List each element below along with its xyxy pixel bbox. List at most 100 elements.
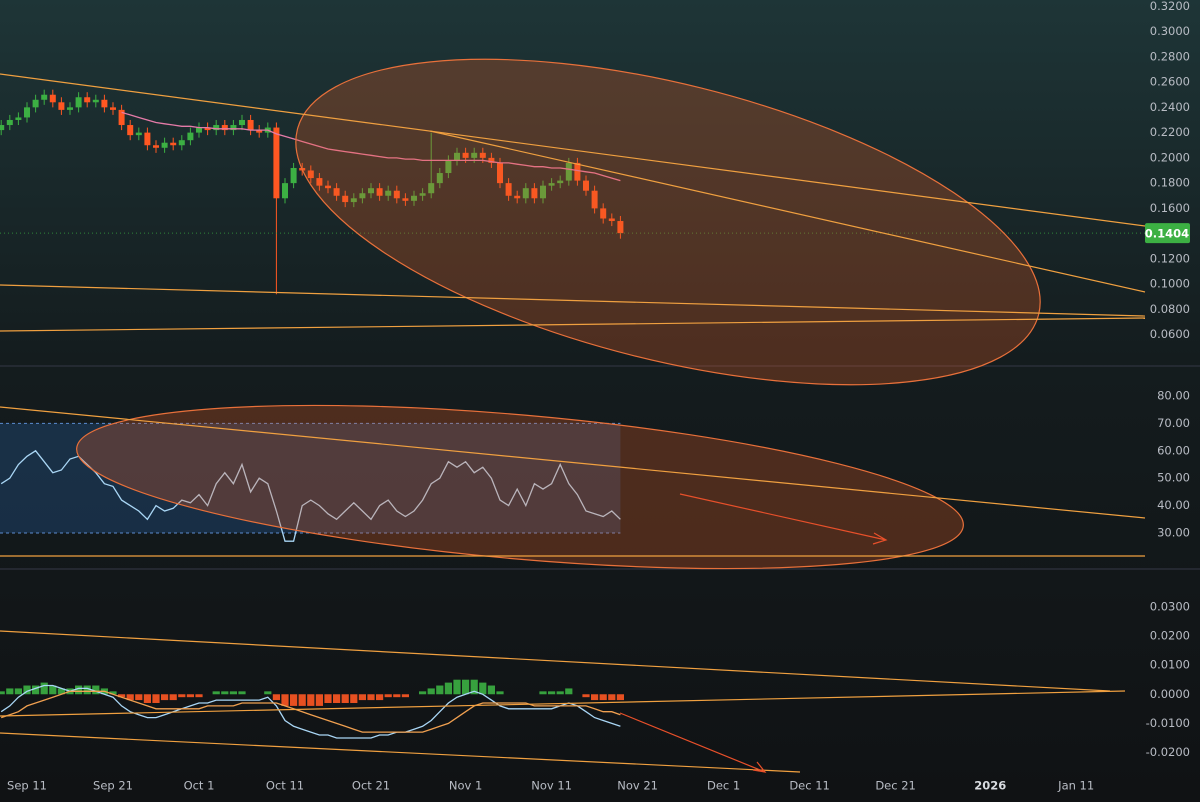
trend-line (0, 732, 801, 773)
candle-body (445, 160, 452, 174)
candle-body (600, 208, 607, 219)
candle-body (170, 142, 177, 146)
histogram-bar (453, 679, 461, 695)
histogram-bar (548, 691, 556, 695)
candle-body (419, 193, 426, 196)
arrow (619, 712, 767, 773)
x-tick-label: Nov 21 (617, 779, 658, 793)
candle-body (247, 119, 254, 131)
y-tick-label: 0.2400 (1150, 100, 1190, 114)
histogram-bar (496, 691, 504, 695)
histogram-bar (118, 694, 126, 698)
y-tick-label: 0.0800 (1150, 302, 1190, 316)
histogram-bar (401, 694, 409, 698)
x-tick-label: Nov 11 (531, 779, 572, 793)
histogram-bar (333, 694, 341, 703)
candle-body (273, 127, 280, 199)
trend-line (0, 73, 1146, 227)
histogram-bar (109, 691, 117, 695)
histogram-bar (152, 694, 160, 703)
candle-body (92, 99, 99, 103)
trend-line (0, 690, 1126, 717)
trend-line (0, 317, 1146, 332)
candle-body (67, 107, 73, 110)
candle-body (213, 125, 220, 131)
candle-body (84, 97, 91, 103)
histogram-bar (143, 694, 151, 703)
histogram-bar (49, 685, 57, 695)
candle-body (144, 132, 151, 146)
histogram-bar (419, 691, 427, 695)
candle-body (462, 152, 469, 158)
y-tick-label: 70.00 (1157, 416, 1190, 430)
candle-body (41, 94, 48, 100)
histogram-bar (40, 682, 48, 695)
histogram-bar (238, 691, 246, 695)
x-tick-label: Nov 1 (449, 779, 482, 793)
candle-body (333, 188, 340, 196)
x-tick-label: Jan 11 (1057, 779, 1094, 793)
histogram-bar (307, 694, 315, 706)
candle-body (196, 127, 202, 133)
histogram-bar (195, 694, 203, 698)
histogram-bar (582, 694, 590, 698)
candle-body (565, 162, 572, 181)
histogram-bar (14, 688, 22, 695)
candle-body (454, 152, 460, 161)
candle-body (135, 132, 142, 136)
histogram-bar (161, 694, 169, 701)
candle-body (557, 180, 564, 184)
candle-body (282, 183, 288, 199)
candle-body (350, 198, 357, 203)
candle-body (393, 190, 400, 199)
candle-body (290, 167, 297, 184)
candle-body (411, 195, 417, 201)
histogram-bar (178, 694, 186, 698)
y-tick-label: 80.00 (1157, 389, 1190, 403)
histogram-bar (479, 682, 487, 695)
candle-body (75, 97, 82, 108)
candle-body (385, 190, 392, 196)
candle-body (118, 109, 125, 126)
candle-body (479, 152, 486, 158)
histogram-bar (599, 694, 607, 701)
candle-body (471, 152, 478, 158)
candle-body (617, 221, 624, 234)
candle-body (436, 173, 443, 184)
y-tick-label: 0.2600 (1150, 75, 1190, 89)
candle-body (325, 185, 331, 189)
candle-body (583, 180, 589, 191)
histogram-bar (341, 694, 349, 703)
candle-body (161, 142, 168, 148)
y-tick-label: -0.0200 (1146, 745, 1190, 759)
candle-body (127, 125, 134, 136)
candle-body (187, 132, 194, 141)
candle-body (540, 185, 546, 199)
histogram-bar (608, 694, 616, 701)
x-tick-label: Sep 21 (93, 779, 133, 793)
backdrop (0, 365, 1200, 570)
candle-body (514, 195, 521, 199)
histogram-bar (591, 694, 599, 701)
y-tick-label: -0.0100 (1146, 716, 1190, 730)
y-tick-label: 0.1200 (1150, 251, 1190, 265)
histogram-bar (487, 685, 495, 695)
y-tick-label: 0.2000 (1150, 150, 1190, 164)
y-tick-label: 0.0200 (1150, 629, 1190, 643)
histogram-bar (556, 691, 564, 695)
histogram-bar (350, 694, 358, 703)
axes: 0.1404 0.3200 0.3000 0.2800 0.2600 0.2400 0.22… (7, 0, 1190, 793)
trend-line (0, 284, 1146, 317)
indicator-line (0, 449, 621, 542)
x-tick-label: Oct 1 (184, 779, 215, 793)
histogram-bar (229, 691, 237, 695)
candle-body (574, 162, 581, 181)
indicator-line (0, 690, 621, 733)
trend-line (429, 130, 1146, 293)
x-tick-label: Dec 1 (707, 779, 740, 793)
histogram-bar (186, 694, 194, 698)
candle-body (497, 162, 503, 184)
ellipse-drawing (295, 58, 1041, 386)
candle-body (6, 119, 13, 126)
